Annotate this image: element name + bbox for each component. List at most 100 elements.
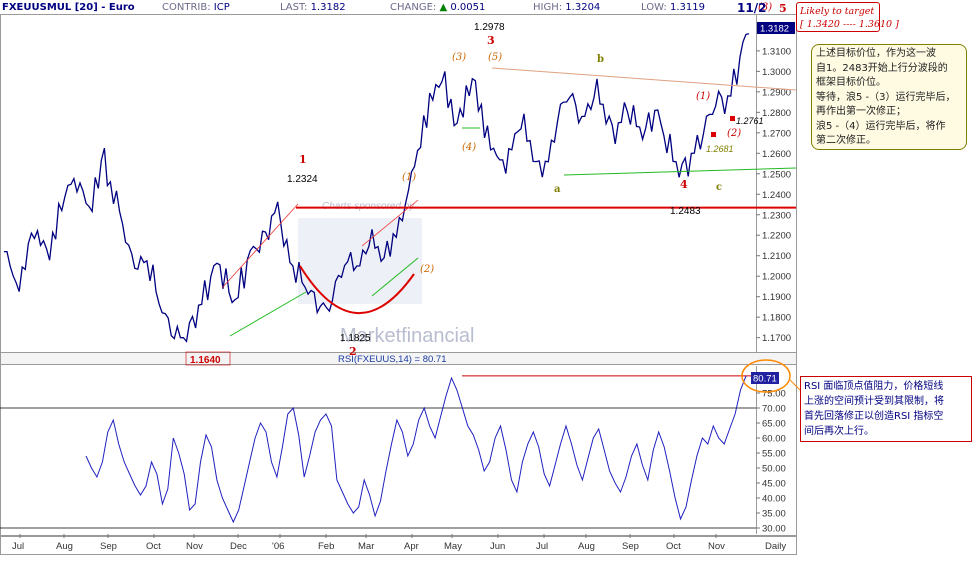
- watermark-brand: Marketfinancial: [340, 325, 475, 347]
- x-axis-label: Mar: [358, 541, 374, 552]
- price-y-tick-label: 1.1900: [762, 292, 791, 303]
- wave-label: (1): [696, 91, 710, 102]
- price-y-tick-label: 1.2300: [762, 210, 791, 221]
- wave-label: 5: [779, 2, 787, 15]
- rsi-note-connector: [789, 379, 801, 391]
- target-box: Likely to target [ 1.3420 ---- 1.3610 ]: [796, 2, 899, 32]
- x-axis-label: Feb: [318, 541, 334, 552]
- wave-label-sub: (2): [420, 264, 434, 275]
- rsi-note-line-2: 首先回落修正以创造RSI 指标空: [804, 411, 944, 422]
- low-label: LOW: 1.3119: [641, 2, 705, 13]
- rsi-y-tick-label: 75.00: [762, 389, 786, 400]
- last-rsi-box: [751, 372, 779, 384]
- wave-label: (5): [488, 52, 502, 63]
- x-axis-label: Jun: [490, 541, 505, 552]
- price-y-tick-label: 1.2700: [762, 128, 791, 139]
- price-annotation: 1.2681: [706, 144, 734, 154]
- last-label: LAST: 1.3182: [280, 2, 346, 13]
- price-y-tick-label: 1.2500: [762, 169, 791, 180]
- price-annotation: 1.2978: [474, 22, 505, 33]
- x-axis-label: Oct: [146, 541, 161, 552]
- trend-line-1: [229, 291, 307, 337]
- rsi-note: RSI 面临顶点值阻力，价格短线 上涨的空间预计受到其限制，将 首先回落修正以创造R…: [800, 376, 972, 442]
- price-annotation: 1.2483: [670, 206, 701, 217]
- x-axis-label: May: [444, 541, 462, 552]
- x-axis-strip: [0, 536, 797, 555]
- low-key: LOW:: [641, 2, 667, 13]
- rsi-y-tick-label: 50.00: [762, 464, 786, 475]
- rsi-note-line-3: 间后再次上行。: [804, 426, 874, 437]
- high-key: HIGH:: [533, 2, 563, 13]
- price-y-tick-label: 1.2200: [762, 231, 791, 242]
- wave-label: (2): [727, 128, 741, 139]
- price-note: 上述目标价位，作为这一波 自1。2483开始上行分波段的 框架目标价位。 等待，浪5 …: [811, 44, 967, 150]
- watermark-logo-block: [298, 218, 422, 304]
- last-key: LAST:: [280, 2, 308, 13]
- change-key: CHANGE:: [390, 2, 437, 13]
- rsi-y-tick-label: 70.00: [762, 404, 786, 415]
- wave-label: c: [716, 182, 722, 193]
- wave-label: 3: [487, 34, 495, 47]
- x-axis-label: Apr: [404, 541, 419, 552]
- x-axis-label: Daily: [765, 541, 786, 552]
- marker-1: [711, 132, 716, 137]
- price-y-tick-label: 1.2100: [762, 251, 791, 262]
- x-axis-label: Aug: [578, 541, 595, 552]
- x-axis-label: Nov: [186, 541, 203, 552]
- wave-label-sub: (1): [402, 172, 416, 183]
- target-line-1: Likely to target: [800, 6, 875, 17]
- rsi-y-tick-label: 60.00: [762, 434, 786, 445]
- wave-label: (4): [462, 142, 476, 153]
- price-annotation: 1.1825: [340, 333, 371, 344]
- rsi-note-line-0: RSI 面临顶点值阻力，价格短线: [804, 381, 944, 392]
- change-arrow: ▲: [439, 2, 448, 13]
- price-note-line-5: 浪5 -（4）运行完毕后，将作: [816, 120, 946, 132]
- price-y-tick-label: 1.2600: [762, 149, 791, 160]
- trend-line-2: [371, 257, 419, 297]
- contrib-label: CONTRIB: ICP: [162, 2, 230, 13]
- last-value: 1.3182: [310, 2, 346, 13]
- last-price-box: [757, 22, 795, 34]
- rsi-series-line: [85, 375, 747, 524]
- change-value: 0.0051: [450, 2, 486, 13]
- marker-2: [730, 116, 735, 121]
- rsi-title: RSI(FXEUUS,14) = 80.71: [338, 354, 447, 365]
- change-label: CHANGE: ▲ 0.0051: [390, 2, 485, 13]
- x-axis-label: '06: [272, 541, 284, 552]
- x-axis-label: Jul: [12, 541, 24, 552]
- rsi-y-tick-label: 35.00: [762, 509, 786, 520]
- target-line-2: [ 1.3420 ---- 1.3610 ]: [800, 19, 899, 30]
- rsi-note-line-1: 上涨的空间预计受到其限制，将: [804, 396, 944, 407]
- channel-upper-line: [491, 67, 797, 91]
- x-axis-label: Jul: [536, 541, 548, 552]
- price-y-tick-label: 1.2900: [762, 87, 791, 98]
- price-annotation: 1.1640: [190, 355, 221, 366]
- x-axis-label: Aug: [56, 541, 73, 552]
- wave-label-sub: (3): [452, 52, 466, 63]
- price-annotation: 1.2761: [736, 116, 764, 126]
- high-label: HIGH: 1.3204: [533, 2, 600, 13]
- price-y-tick-label: 1.3100: [762, 46, 791, 57]
- wave-label: b: [597, 54, 604, 65]
- price-y-tick-label: 1.2400: [762, 190, 791, 201]
- wave-label: (3): [758, 2, 772, 13]
- price-y-tick-label: 1.1700: [762, 333, 791, 344]
- x-axis-label: Dec: [230, 541, 247, 552]
- price-y-tick-label: 1.2000: [762, 272, 791, 283]
- rsi-highlight-ellipse: [741, 359, 791, 393]
- wave-1b-line: [361, 199, 419, 247]
- high-value: 1.3204: [565, 2, 601, 13]
- wave-label: 4: [680, 178, 688, 191]
- last-rsi-label: 80.71: [753, 374, 777, 385]
- price-annotation: 1.2324: [287, 174, 318, 185]
- rsi-panel-frame: [0, 364, 797, 536]
- rsi-y-tick-label: 65.00: [762, 419, 786, 430]
- price-note-line-0: 上述目标价位，作为这一波: [816, 48, 936, 59]
- symbol-title: FXEUUSMUL [20] - Euro: [2, 2, 135, 13]
- price-note-line-3: 等待，浪5 -（3）运行完毕后，: [816, 91, 956, 103]
- price-y-tick-label: 1.2800: [762, 108, 791, 119]
- last-price-label: 1.3182: [760, 24, 789, 35]
- wave-label: 2: [349, 345, 357, 358]
- price-note-line-2: 框架目标价位。: [816, 77, 886, 88]
